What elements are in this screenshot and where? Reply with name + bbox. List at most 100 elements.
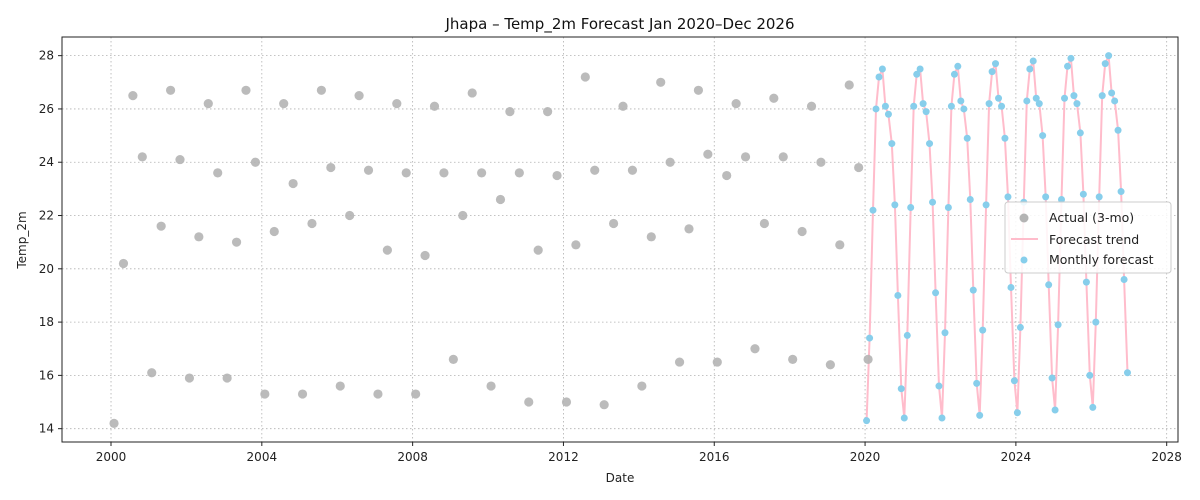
- actual-point: [863, 354, 873, 365]
- forecast-point: [866, 334, 874, 342]
- forecast-point: [884, 110, 892, 118]
- actual-point: [307, 218, 317, 229]
- forecast-point: [1001, 134, 1009, 142]
- actual-point: [345, 210, 355, 221]
- forecast-point: [1067, 54, 1075, 62]
- x-tick-label: 2000: [96, 450, 127, 464]
- forecast-point: [935, 382, 943, 390]
- forecast-point: [903, 331, 911, 339]
- forecast-point: [969, 286, 977, 294]
- forecast-point: [1092, 318, 1100, 326]
- forecast-point: [1029, 57, 1037, 65]
- x-tick-label: 2004: [247, 450, 278, 464]
- actual-point: [175, 154, 185, 165]
- actual-point: [608, 218, 619, 229]
- forecast-point: [1048, 374, 1056, 382]
- actual-point: [759, 218, 770, 229]
- actual-point: [184, 373, 195, 383]
- actual-point: [411, 389, 421, 399]
- actual-point: [260, 389, 270, 399]
- y-axis-label: Temp_2m: [15, 211, 29, 269]
- actual-point: [693, 85, 704, 95]
- actual-points-layer: [109, 72, 873, 428]
- actual-point: [241, 85, 251, 95]
- forecast-point: [1114, 126, 1122, 134]
- forecast-point: [891, 201, 899, 209]
- actual-point: [335, 381, 345, 391]
- actual-point: [429, 101, 440, 111]
- forecast-point: [897, 385, 905, 393]
- forecast-point: [907, 204, 915, 212]
- forecast-point: [926, 140, 934, 148]
- actual-point: [118, 258, 129, 269]
- forecast-point: [976, 411, 984, 419]
- forecast-point: [988, 68, 996, 76]
- actual-point: [231, 237, 242, 247]
- forecast-point: [1032, 94, 1040, 102]
- x-tick-label: 2012: [548, 450, 579, 464]
- actual-point: [363, 165, 374, 175]
- actual-point: [288, 178, 298, 189]
- y-tick-label: 24: [39, 155, 54, 169]
- x-tick-label: 2020: [850, 450, 881, 464]
- forecast-point: [1026, 65, 1034, 73]
- actual-point: [147, 368, 157, 378]
- actual-point: [392, 99, 402, 109]
- forecast-point: [1095, 193, 1103, 201]
- actual-point: [590, 165, 600, 175]
- forecast-point: [1023, 97, 1031, 105]
- actual-point: [731, 99, 741, 109]
- forecast-point: [1089, 403, 1097, 411]
- actual-point: [599, 400, 609, 410]
- forecast-point: [1007, 283, 1015, 291]
- forecast-point: [872, 105, 880, 113]
- forecast-point: [1082, 278, 1090, 286]
- forecast-point: [979, 326, 987, 334]
- y-tick-label: 14: [39, 422, 54, 436]
- forecast-point: [950, 70, 958, 78]
- forecast-points-layer: [863, 52, 1131, 425]
- forecast-point: [1035, 100, 1043, 108]
- y-tick-label: 16: [39, 368, 54, 382]
- forecast-point: [963, 134, 971, 142]
- legend-forecast-marker: [1020, 256, 1028, 264]
- actual-point: [571, 240, 581, 250]
- actual-point: [458, 210, 468, 221]
- actual-point: [627, 165, 638, 175]
- actual-point: [524, 397, 534, 407]
- forecast-point: [1105, 52, 1113, 60]
- actual-point: [797, 226, 807, 237]
- actual-point: [165, 85, 176, 95]
- forecast-point: [1004, 193, 1012, 201]
- actual-point: [637, 381, 647, 391]
- grid-lines: [62, 37, 1178, 442]
- chart-title: Jhapa – Temp_2m Forecast Jan 2020–Dec 20…: [444, 15, 794, 34]
- forecast-point: [894, 291, 902, 299]
- forecast-point: [941, 329, 949, 337]
- actual-point: [495, 194, 506, 205]
- forecast-point: [998, 102, 1006, 110]
- legend-box: [1004, 201, 1172, 274]
- actual-point: [250, 157, 261, 167]
- legend-trend-label: Forecast trend: [1049, 232, 1139, 247]
- forecast-point: [869, 206, 877, 214]
- actual-point: [854, 162, 864, 173]
- forecast-point: [1039, 132, 1047, 140]
- actual-point: [128, 91, 138, 101]
- forecast-point: [878, 65, 886, 73]
- x-tick-label: 2016: [699, 450, 730, 464]
- actual-point: [844, 80, 854, 90]
- forecast-point: [1086, 371, 1094, 379]
- forecast-point: [1042, 193, 1050, 201]
- x-tick-label: 2008: [397, 450, 428, 464]
- forecast-point: [910, 102, 918, 110]
- forecast-point: [944, 204, 952, 212]
- plot-frame: [61, 36, 1179, 443]
- actual-point: [297, 389, 308, 399]
- actual-point: [561, 397, 572, 407]
- actual-point: [656, 77, 666, 87]
- forecast-point: [916, 65, 924, 73]
- forecast-point: [863, 417, 871, 425]
- forecast-point: [957, 97, 965, 105]
- actual-point: [137, 152, 147, 162]
